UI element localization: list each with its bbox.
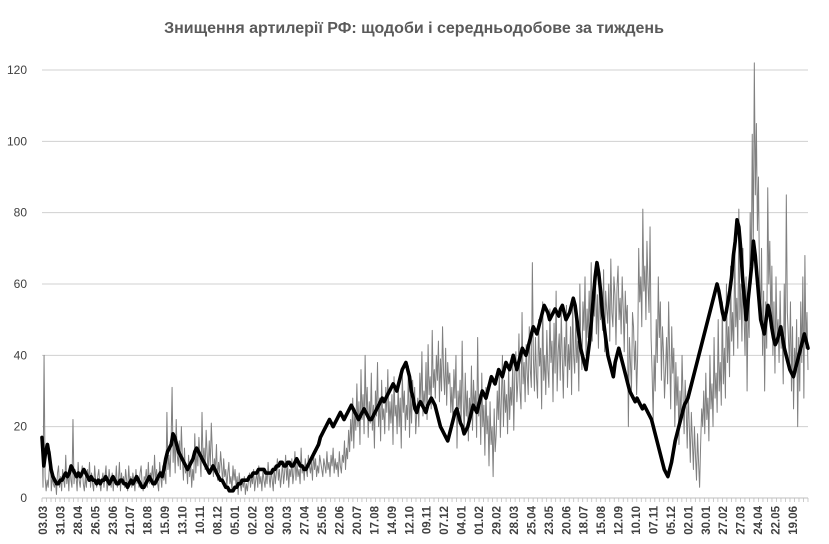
x-tick-label: 02.01 [683, 505, 695, 534]
y-tick-label: 0 [20, 491, 27, 505]
x-tick-label: 02.02 [247, 506, 259, 535]
y-tick-label: 20 [14, 420, 28, 434]
x-tick-label: 12.10 [404, 506, 416, 535]
y-tick-label: 60 [14, 277, 28, 291]
x-tick-label: 10.10 [631, 506, 643, 535]
x-tick-label: 15.08 [596, 505, 608, 534]
x-tick-label: 07.12 [439, 506, 451, 535]
x-tick-label: 18.07 [579, 506, 591, 535]
x-tick-label: 24.04 [753, 505, 765, 534]
x-tick-label: 20.06 [561, 506, 573, 535]
grid-lines [42, 69, 808, 499]
x-tick-label: 07.11 [648, 505, 660, 534]
x-tick-label: 26.05 [90, 505, 102, 534]
x-tick-label: 05.01 [230, 505, 242, 534]
x-tick-label: 27.04 [300, 505, 312, 534]
y-tick-label: 40 [14, 348, 28, 362]
x-tick-label: 27.03 [736, 506, 748, 535]
x-tick-label: 10.11 [195, 505, 207, 534]
x-tick-label: 12.09 [614, 506, 626, 535]
series-line-weekly-average [40, 218, 810, 493]
x-tick-label: 31.03 [55, 506, 67, 535]
x-tick-label: 30.03 [282, 506, 294, 535]
x-tick-label: 30.01 [701, 505, 713, 534]
x-axis: 03.03 31.03 28.04 26.05 23.06 21.07 18.08 15.09… [38, 497, 809, 535]
x-tick-label: 28.03 [509, 506, 521, 535]
x-tick-label: 03.03 [38, 506, 50, 535]
x-tick-label: 02.03 [265, 506, 277, 535]
x-tick-label: 21.07 [125, 506, 137, 535]
x-tick-label: 29.02 [491, 506, 503, 535]
x-tick-label: 27.02 [718, 506, 730, 535]
x-tick-label: 15.09 [160, 506, 172, 535]
x-tick-label: 18.08 [143, 505, 155, 534]
x-tick-label: 09.11 [422, 505, 434, 534]
x-tick-label: 25.04 [526, 505, 538, 534]
y-tick-label: 120 [7, 63, 27, 77]
x-tick-label: 01.02 [474, 506, 486, 535]
x-tick-label: 04.01 [457, 505, 469, 534]
x-tick-label: 20.07 [352, 506, 364, 535]
y-axis-tick-labels: 0 20 40 60 80 100 120 [7, 63, 27, 505]
x-tick-label: 14.09 [387, 506, 399, 535]
x-tick-label: 08.12 [212, 506, 224, 535]
x-tick-label: 19.06 [788, 506, 800, 535]
y-tick-label: 80 [14, 206, 28, 220]
x-tick-label: 22.05 [771, 505, 783, 534]
chart-title: Знищення артилерії РФ: щодоби і середньо… [164, 20, 664, 37]
x-tick-label: 05.12 [666, 506, 678, 535]
x-tick-label: 25.05 [317, 505, 329, 534]
x-tick-label: 13.10 [178, 506, 190, 535]
x-tick-label: 28.04 [73, 505, 85, 534]
series-line-daily [41, 62, 809, 495]
x-tick-label: 17.08 [369, 505, 381, 534]
x-tick-label: 23.06 [108, 506, 120, 535]
series-layer [40, 62, 810, 495]
y-tick-label: 100 [7, 134, 27, 148]
x-tick-label: 22.06 [335, 506, 347, 535]
x-tick-label: 23.05 [544, 505, 556, 534]
